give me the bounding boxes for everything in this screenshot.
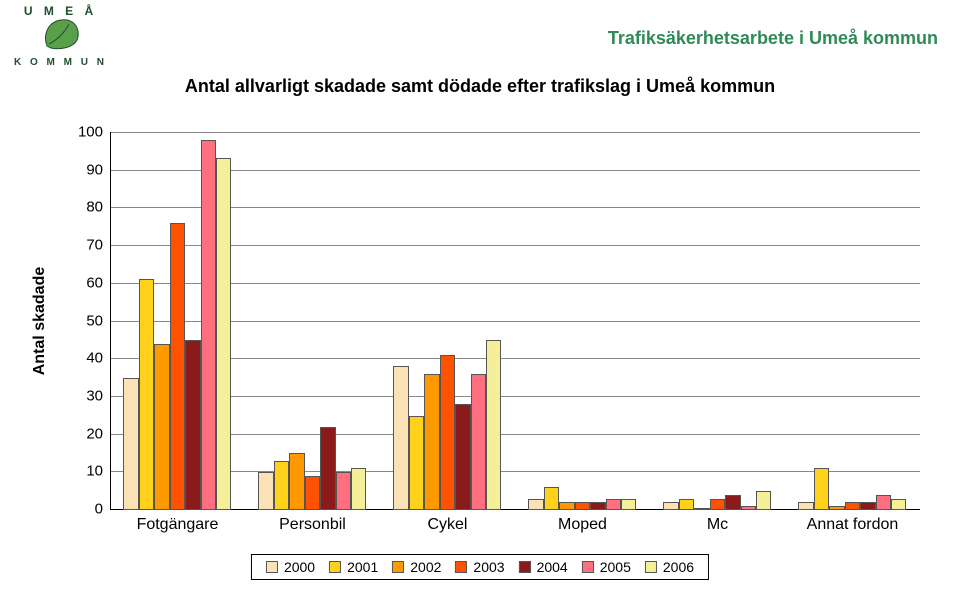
y-tick-label: 90 xyxy=(86,161,103,178)
bar xyxy=(860,502,875,510)
y-tick-label: 40 xyxy=(86,350,103,367)
bar xyxy=(440,355,455,510)
legend-label: 2003 xyxy=(473,559,504,575)
legend-item: 2002 xyxy=(392,559,441,575)
bar xyxy=(606,499,621,510)
bar xyxy=(710,499,725,510)
bar xyxy=(575,502,590,510)
bar xyxy=(590,502,605,510)
x-tick-label: Moped xyxy=(515,516,650,534)
bar xyxy=(320,427,335,510)
bar xyxy=(694,508,709,510)
legend-item: 2004 xyxy=(519,559,568,575)
bar xyxy=(544,487,559,510)
y-tick-label: 70 xyxy=(86,237,103,254)
bar xyxy=(741,506,756,510)
org-name-bottom: K O M M U N xyxy=(14,57,107,68)
legend-swatch xyxy=(329,561,341,573)
chart-container: Antal allvarligt skadade samt dödade eft… xyxy=(0,72,960,590)
legend-item: 2001 xyxy=(329,559,378,575)
legend: 2000 2001 2002 2003 2004 2005 2006 xyxy=(251,554,709,580)
leaf-icon xyxy=(39,16,83,52)
bar xyxy=(154,344,169,510)
bar xyxy=(725,495,740,510)
bar-group: Personbil xyxy=(245,132,380,510)
legend-label: 2005 xyxy=(600,559,631,575)
legend-swatch xyxy=(582,561,594,573)
page-title: Trafiksäkerhetsarbete i Umeå kommun xyxy=(608,28,938,49)
bar-group: Mc xyxy=(650,132,785,510)
y-axis-label: Antal skadade xyxy=(31,267,49,375)
bar xyxy=(528,499,543,510)
bar xyxy=(274,461,289,510)
bar xyxy=(798,502,813,510)
bar-group: Fotgängare xyxy=(110,132,245,510)
legend-item: 2000 xyxy=(266,559,315,575)
bar xyxy=(876,495,891,510)
bar xyxy=(891,499,906,510)
bar xyxy=(351,468,366,510)
legend-item: 2006 xyxy=(645,559,694,575)
bar-group: Cykel xyxy=(380,132,515,510)
bar xyxy=(216,158,231,510)
y-tick-label: 50 xyxy=(86,312,103,329)
bar xyxy=(336,472,351,510)
legend-label: 2002 xyxy=(410,559,441,575)
y-tick-label: 80 xyxy=(86,199,103,216)
bar xyxy=(170,223,185,510)
bar xyxy=(139,279,154,510)
legend-label: 2001 xyxy=(347,559,378,575)
bar xyxy=(621,499,636,510)
legend-label: 2006 xyxy=(663,559,694,575)
chart-title: Antal allvarligt skadade samt dödade eft… xyxy=(0,76,960,97)
y-tick-label: 30 xyxy=(86,387,103,404)
x-tick-label: Fotgängare xyxy=(110,516,245,534)
bar xyxy=(123,378,138,510)
y-tick-label: 60 xyxy=(86,274,103,291)
legend-item: 2005 xyxy=(582,559,631,575)
y-tick-label: 20 xyxy=(86,425,103,442)
bar xyxy=(185,340,200,510)
page-header: U M E Å K O M M U N Trafiksäkerhetsarbet… xyxy=(0,0,960,70)
bar xyxy=(471,374,486,510)
bar xyxy=(845,502,860,510)
bar xyxy=(424,374,439,510)
x-tick-label: Annat fordon xyxy=(785,516,920,534)
bar-group: Annat fordon xyxy=(785,132,920,510)
bar xyxy=(756,491,771,510)
bar xyxy=(663,502,678,510)
legend-swatch xyxy=(455,561,467,573)
x-tick-label: Personbil xyxy=(245,516,380,534)
bar-group: Moped xyxy=(515,132,650,510)
y-tick-label: 100 xyxy=(78,124,103,141)
bars-layer: FotgängarePersonbilCykelMopedMcAnnat for… xyxy=(110,132,920,510)
legend-swatch xyxy=(266,561,278,573)
bar xyxy=(679,499,694,510)
legend-label: 2000 xyxy=(284,559,315,575)
bar xyxy=(486,340,501,510)
bar xyxy=(455,404,470,510)
bar xyxy=(201,140,216,510)
legend-swatch xyxy=(392,561,404,573)
legend-swatch xyxy=(645,561,657,573)
bar xyxy=(409,416,424,511)
org-logo: U M E Å K O M M U N xyxy=(14,4,107,68)
plot-area: Antal skadade 0102030405060708090100 Fot… xyxy=(110,132,920,510)
bar xyxy=(258,472,273,510)
x-tick-label: Mc xyxy=(650,516,785,534)
bar xyxy=(814,468,829,510)
legend-swatch xyxy=(519,561,531,573)
bar xyxy=(393,366,408,510)
legend-label: 2004 xyxy=(537,559,568,575)
bar xyxy=(829,506,844,510)
bar xyxy=(559,502,574,510)
bar xyxy=(289,453,304,510)
bar xyxy=(305,476,320,510)
y-tick-label: 10 xyxy=(86,463,103,480)
legend-item: 2003 xyxy=(455,559,504,575)
y-tick-label: 0 xyxy=(95,501,103,518)
x-tick-label: Cykel xyxy=(380,516,515,534)
